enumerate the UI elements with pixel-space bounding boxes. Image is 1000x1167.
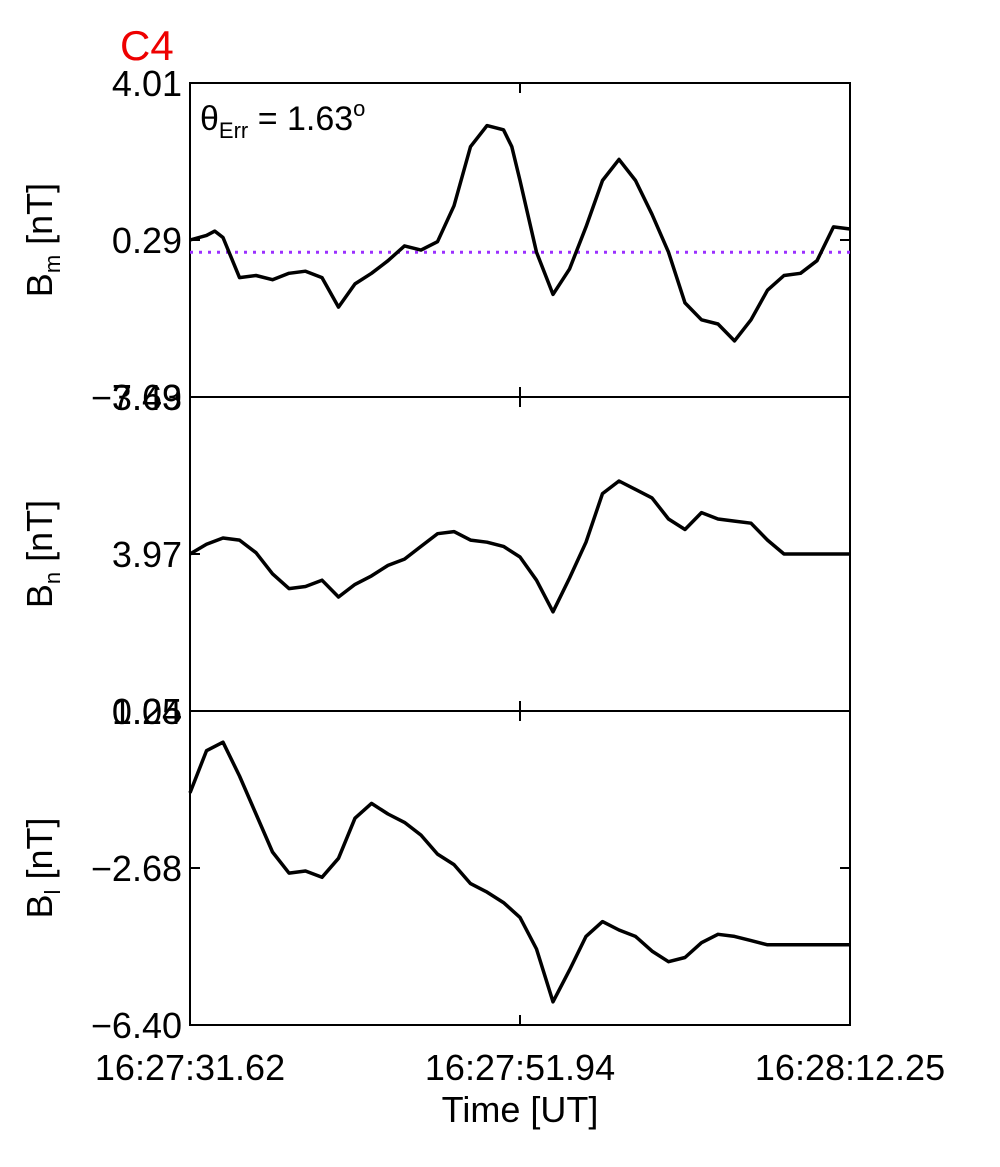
- y-axis-label: Bm [nT]: [19, 183, 65, 297]
- y-tick-label: 3.97: [112, 534, 182, 575]
- y-tick-label: −6.40: [91, 1005, 182, 1046]
- x-tick-label: 16:27:31.62: [95, 1047, 285, 1088]
- y-tick-label: 0.29: [112, 220, 182, 261]
- x-axis-label: Time [UT]: [442, 1089, 599, 1130]
- x-tick-label: 16:27:51.94: [425, 1047, 615, 1088]
- panel-2: 7.69 3.97 0.25 Bn [nT]: [19, 377, 851, 732]
- series-line: [188, 740, 850, 1004]
- x-tick-label: 16:28:12.25: [755, 1047, 945, 1088]
- y-axis-label: Bn [nT]: [19, 500, 65, 608]
- y-tick-label: 4.01: [112, 63, 182, 104]
- panel-tag: C4: [120, 22, 174, 69]
- y-tick-label: 1.04: [112, 691, 182, 732]
- panel-3: 1.04 −2.68 −6.40 Bl [nT]: [19, 691, 851, 1046]
- y-tick-label: −3.43: [91, 377, 182, 418]
- angle-error-annotation: θErr = 1.63o: [200, 96, 365, 143]
- y-axis-label: Bl [nT]: [19, 818, 65, 919]
- x-axis: 16:27:31.62 16:27:51.94 16:28:12.25 Time [U…: [95, 1047, 945, 1130]
- series-line: [189, 479, 850, 614]
- series-line: [189, 123, 851, 343]
- panel-frame: [189, 396, 851, 712]
- y-tick-label: 0.25: [112, 691, 182, 732]
- y-tick-label: 7.69: [112, 377, 182, 418]
- panel-frame: [189, 710, 851, 1026]
- chart-panels: 4.01 0.29 −3.43 Bm [nT] θErr = 1.63o 7.69 3.97…: [19, 63, 851, 1046]
- y-tick-label: −2.68: [91, 848, 182, 889]
- panel-1: 4.01 0.29 −3.43 Bm [nT] θErr = 1.63o: [19, 63, 851, 418]
